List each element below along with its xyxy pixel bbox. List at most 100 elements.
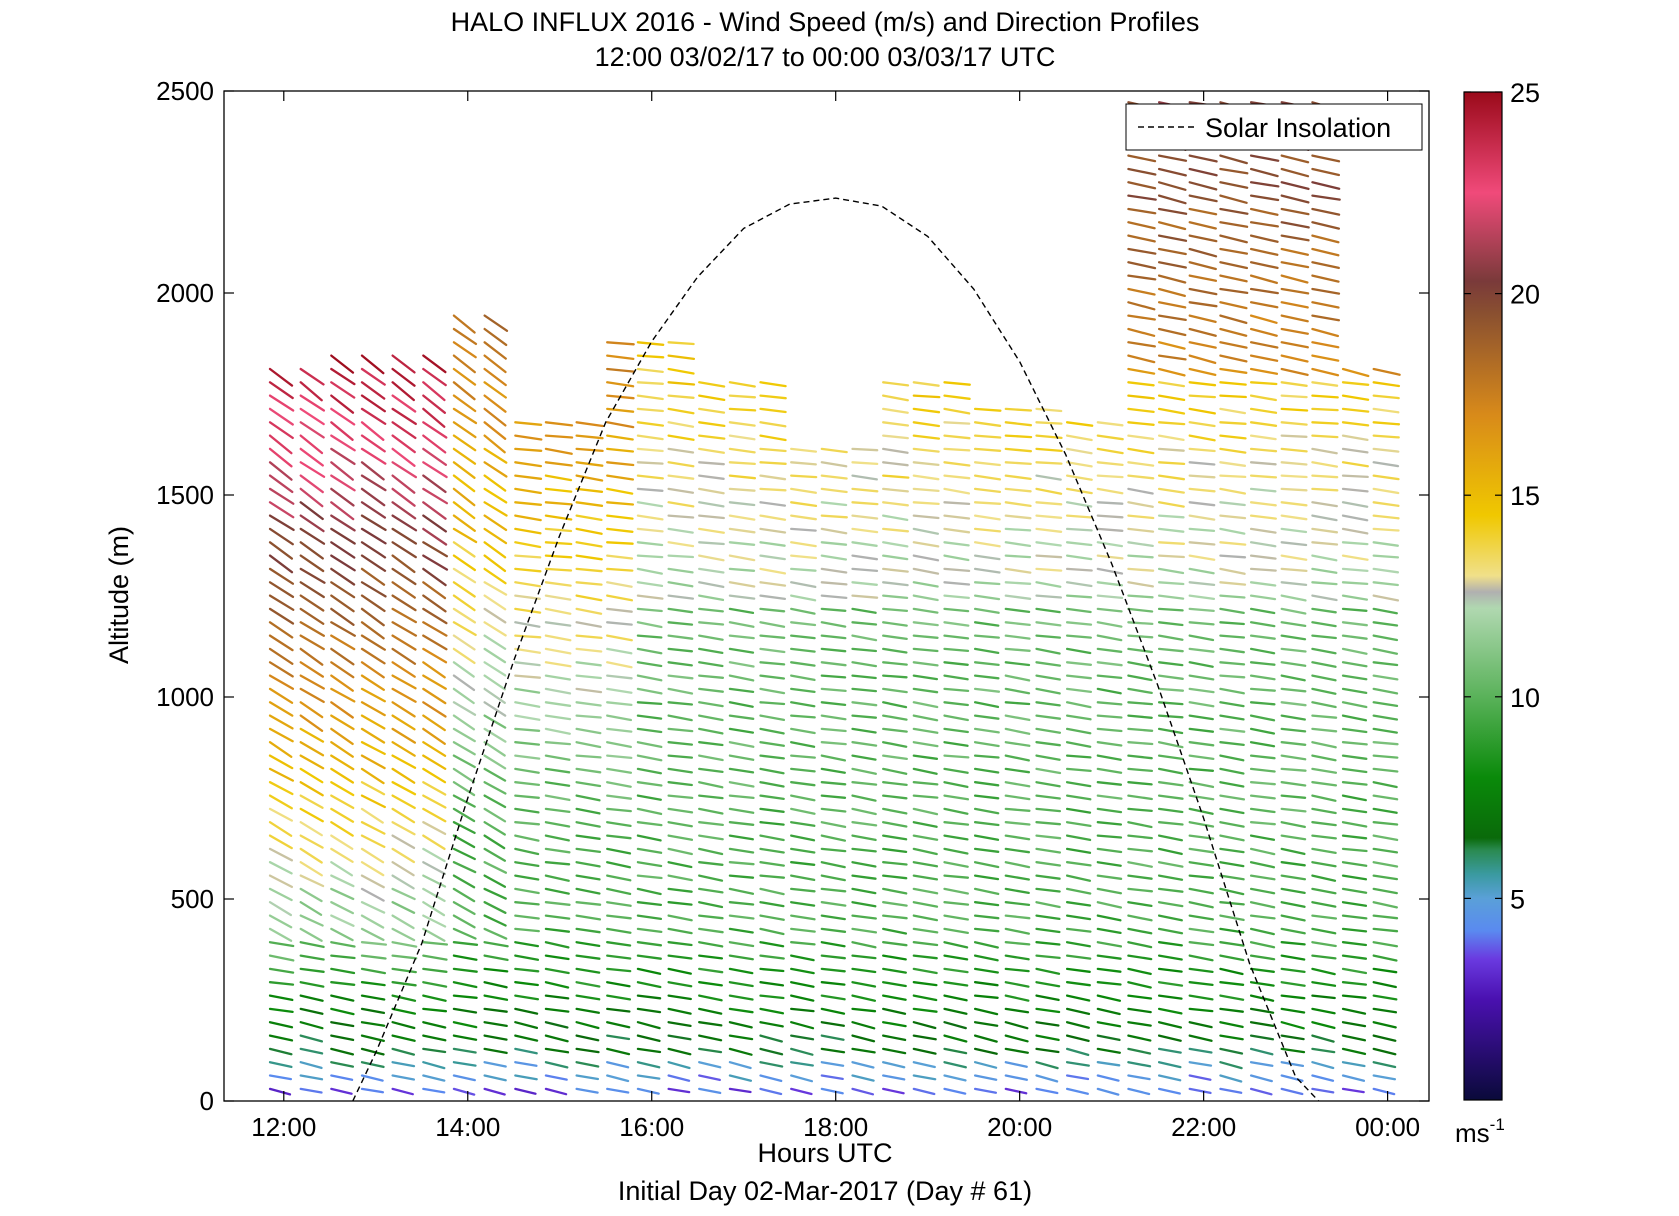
wind-vector (667, 501, 695, 508)
wind-vector (728, 474, 757, 480)
wind-vector (1004, 794, 1031, 801)
wind-vector (728, 447, 756, 454)
wind-vector (1219, 447, 1247, 454)
wind-vector (943, 994, 968, 1002)
wind-vector (391, 794, 416, 810)
wind-vector (544, 1061, 569, 1069)
wind-vector (1157, 687, 1185, 692)
wind-vector (1249, 741, 1276, 748)
wind-vector (299, 901, 323, 916)
wind-vector (330, 914, 355, 927)
wind-vector (1157, 1034, 1182, 1042)
wind-vector (1311, 927, 1337, 935)
wind-vector (1096, 567, 1124, 575)
wind-vector (1372, 741, 1399, 746)
wind-vector (1157, 941, 1183, 947)
wind-vector (1127, 767, 1154, 773)
wind-vector (667, 967, 692, 975)
wind-vector (1249, 861, 1276, 869)
wind-vector (1341, 367, 1370, 378)
wind-vector (483, 794, 507, 809)
wind-vector (452, 607, 477, 624)
wind-vector (268, 607, 295, 625)
wind-vector (1249, 581, 1277, 587)
wind-vector (1127, 1021, 1152, 1027)
wind-vector (820, 781, 847, 786)
wind-vector (728, 1087, 752, 1094)
wind-vector (1341, 701, 1368, 709)
wind-vector (728, 981, 754, 988)
wind-vector (1311, 247, 1340, 257)
wind-vector (1249, 367, 1279, 375)
wind-vector (667, 594, 695, 600)
wind-vector (575, 941, 601, 948)
wind-vector (1004, 514, 1032, 520)
wind-vector (268, 901, 293, 917)
wind-vector (1096, 874, 1123, 880)
wind-vector (575, 594, 603, 602)
wind-vector (422, 1034, 447, 1042)
wind-vector (1188, 274, 1218, 282)
wind-vector (759, 621, 786, 628)
wind-vector (330, 781, 355, 797)
wind-vector (1341, 461, 1369, 468)
wind-vector (544, 461, 573, 467)
wind-vector (851, 1007, 877, 1013)
wind-vector (1311, 381, 1339, 387)
wind-vector (667, 461, 695, 468)
wind-vector (391, 701, 416, 718)
wind-vector (1096, 821, 1123, 826)
wind-vector (1096, 781, 1123, 786)
wind-vector (1127, 394, 1155, 400)
wind-vector (391, 634, 417, 651)
wind-vector (422, 727, 446, 745)
wind-vector (1188, 394, 1217, 399)
wind-vector (1311, 941, 1337, 948)
wind-vector (667, 861, 693, 869)
wind-vector (1341, 594, 1369, 601)
wind-vector (299, 474, 324, 494)
wind-vector (1157, 274, 1187, 284)
wind-vector (299, 807, 324, 823)
wind-vector (698, 1074, 721, 1082)
wind-vector (1127, 847, 1154, 853)
wind-vector (268, 581, 295, 599)
wind-vector (606, 354, 635, 361)
wind-vector (606, 727, 633, 733)
wind-vector (943, 727, 969, 734)
wind-vector (1341, 487, 1369, 493)
wind-vector (483, 341, 507, 360)
wind-vector (912, 807, 939, 816)
wind-vector (667, 1061, 691, 1070)
wind-vector (912, 541, 940, 548)
wind-vector (1096, 421, 1124, 427)
wind-vector (483, 367, 507, 387)
wind-vector (360, 687, 386, 703)
wind-vector (1127, 741, 1154, 746)
wind-vector (1035, 621, 1062, 627)
wind-vector (1219, 367, 1248, 374)
wind-vector (1219, 661, 1246, 666)
wind-vector (759, 821, 785, 826)
wind-vector (391, 581, 416, 599)
wind-vector (790, 1047, 814, 1056)
wind-vector (422, 767, 447, 784)
wind-vector (882, 1021, 907, 1028)
wind-vector (636, 634, 663, 639)
wind-vector (391, 941, 418, 948)
wind-vector (1157, 661, 1184, 667)
wind-vector (1372, 834, 1399, 842)
wind-vector (575, 834, 601, 840)
wind-vector (728, 567, 756, 572)
wind-vector (606, 487, 634, 495)
wind-vector (1311, 861, 1337, 868)
wind-vector (360, 754, 386, 770)
wind-vector (299, 487, 324, 508)
wind-vector (728, 1034, 754, 1041)
wind-vector (1004, 607, 1031, 614)
wind-vector (1249, 1074, 1273, 1083)
wind-vector (606, 1087, 630, 1094)
wind-vector (1004, 421, 1033, 427)
wind-vector (1219, 1087, 1243, 1094)
wind-vector (1157, 541, 1186, 545)
